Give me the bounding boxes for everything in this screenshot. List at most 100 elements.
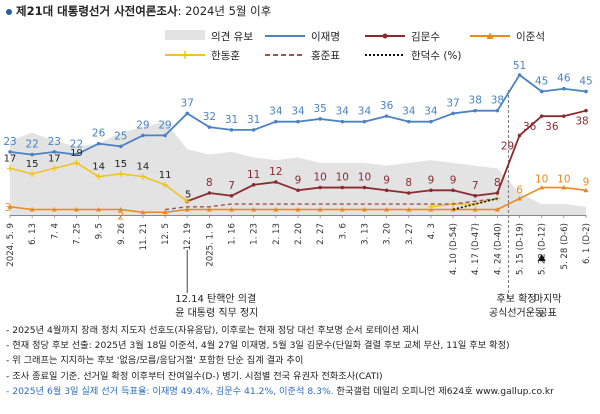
x-tick-label: 2025. 1. 9	[205, 223, 215, 267]
value-label-kim: 9	[450, 174, 457, 186]
x-tick-label: 9. 5	[95, 223, 105, 239]
legend-item: 홍준표	[265, 49, 340, 62]
legend-label: 한덕수 (%)	[411, 50, 462, 62]
point-lee	[229, 128, 234, 132]
point-kim	[384, 188, 389, 193]
point-han	[117, 170, 124, 177]
point-leejs	[73, 207, 79, 212]
value-label-lee: 34	[291, 106, 305, 118]
annotation-nomination-1: 후보 확정	[497, 293, 537, 305]
value-label-lee: 37	[446, 97, 459, 109]
value-label-kim: 8	[494, 177, 501, 189]
value-label-kim: 9	[383, 174, 390, 186]
value-label-kim: 38	[575, 116, 588, 128]
legend-label: 이준석	[516, 31, 545, 43]
value-label-leejs: 10	[557, 174, 570, 186]
point-leejs	[162, 209, 168, 215]
point-han	[427, 203, 434, 210]
value-label-lee: 34	[402, 106, 416, 118]
point-han	[139, 173, 146, 180]
point-leejs	[472, 207, 478, 212]
point-leejs	[51, 207, 57, 212]
point-lee	[207, 125, 212, 129]
x-tick-label: 1. 16	[228, 223, 238, 245]
point-kim	[229, 193, 234, 198]
point-lee	[30, 152, 34, 157]
point-kim	[584, 108, 588, 113]
point-leejs	[339, 207, 345, 212]
value-label-han: 17	[48, 153, 61, 164]
x-tick-label: 3. 13	[360, 223, 370, 245]
legend-item: 김문수	[365, 31, 440, 43]
x-tick-label: 2. 20	[294, 223, 304, 245]
value-label-lee: 51	[513, 60, 526, 72]
point-leejs	[517, 196, 523, 201]
point-lee	[473, 108, 478, 113]
point-leejs	[184, 207, 190, 212]
point-lee	[539, 89, 544, 94]
annotation-impeach-2: 윤 대통령 직무 정지	[175, 307, 258, 319]
legend-label: 한동훈	[211, 49, 240, 62]
point-kim	[340, 185, 345, 190]
x-tick-label: 4. 10 (D-54)	[449, 223, 459, 275]
point-lee	[141, 133, 145, 138]
value-label-lee: 34	[358, 106, 372, 118]
point-leejs	[361, 207, 367, 212]
value-label-lee: 25	[114, 130, 127, 142]
x-tick-label: 5. 15 (D-19)	[516, 223, 526, 275]
value-label-lee: 46	[557, 73, 571, 85]
value-label-han: 11	[159, 170, 172, 181]
value-label-lee: 31	[225, 114, 238, 126]
point-kim	[451, 188, 455, 193]
election-result: - 2025년 6월 3일 실제 선거 득표율: 이재명 49.4%, 김문수 …	[6, 385, 334, 397]
value-label-leejs: 6	[516, 185, 523, 197]
value-label-kim: 11	[247, 169, 260, 181]
point-kim	[539, 114, 544, 118]
point-leejs	[273, 207, 279, 212]
legend-item: 한덕수 (%)	[365, 50, 462, 62]
point-kim	[362, 185, 367, 190]
value-label-lee: 38	[491, 95, 504, 107]
legend-item: 이재명	[265, 31, 340, 43]
value-label-lee: 35	[313, 103, 326, 115]
point-lee	[163, 133, 167, 138]
point-lee	[406, 119, 411, 124]
value-label-lee: 34	[269, 106, 283, 118]
point-lee	[8, 150, 12, 154]
point-leejs	[251, 207, 257, 212]
x-tick-label: 4. 17 (D-47)	[471, 223, 481, 275]
note-4: - 조사 종료일 기준. 선거일 확정 이후부터 잔여일수(D-) 병기. 시점…	[6, 370, 383, 382]
value-label-lee: 36	[380, 100, 394, 112]
value-label-lee: 29	[136, 119, 149, 131]
legend-item: 이준석	[470, 31, 545, 43]
value-label-han: 14	[92, 162, 105, 173]
point-leejs	[583, 187, 589, 193]
point-lee	[451, 111, 455, 116]
point-kim	[296, 188, 300, 193]
point-leejs	[494, 207, 500, 212]
annotation-nomination-2: 공식선거운동	[489, 307, 544, 319]
value-label-lee: 34	[424, 106, 438, 118]
point-lee	[318, 117, 322, 121]
point-leejs	[140, 209, 146, 215]
point-leejs	[29, 207, 35, 212]
point-kim	[495, 191, 500, 195]
point-kim	[473, 193, 478, 198]
point-leejs	[384, 207, 390, 212]
point-lee	[384, 114, 389, 118]
x-tick-label: 7. 25	[72, 223, 82, 245]
point-lee	[118, 144, 123, 149]
legend-label: 홍준표	[311, 49, 340, 62]
point-lee	[96, 141, 101, 146]
x-tick-label: 4. 24 (D-40)	[493, 223, 503, 275]
x-tick-label: 9. 26	[117, 223, 127, 245]
value-label-lee: 23	[48, 136, 61, 148]
point-han	[7, 165, 13, 172]
point-kim	[406, 191, 411, 195]
point-han	[95, 173, 102, 180]
value-label-lee: 32	[203, 111, 216, 123]
value-label-han: 15	[26, 159, 39, 170]
legend-label: 이재명	[311, 31, 340, 43]
note-1: - 2025년 4월까지 장래 정치 지도자 선호도(자유응답), 이후로는 현…	[6, 325, 420, 336]
point-kim	[429, 188, 433, 193]
